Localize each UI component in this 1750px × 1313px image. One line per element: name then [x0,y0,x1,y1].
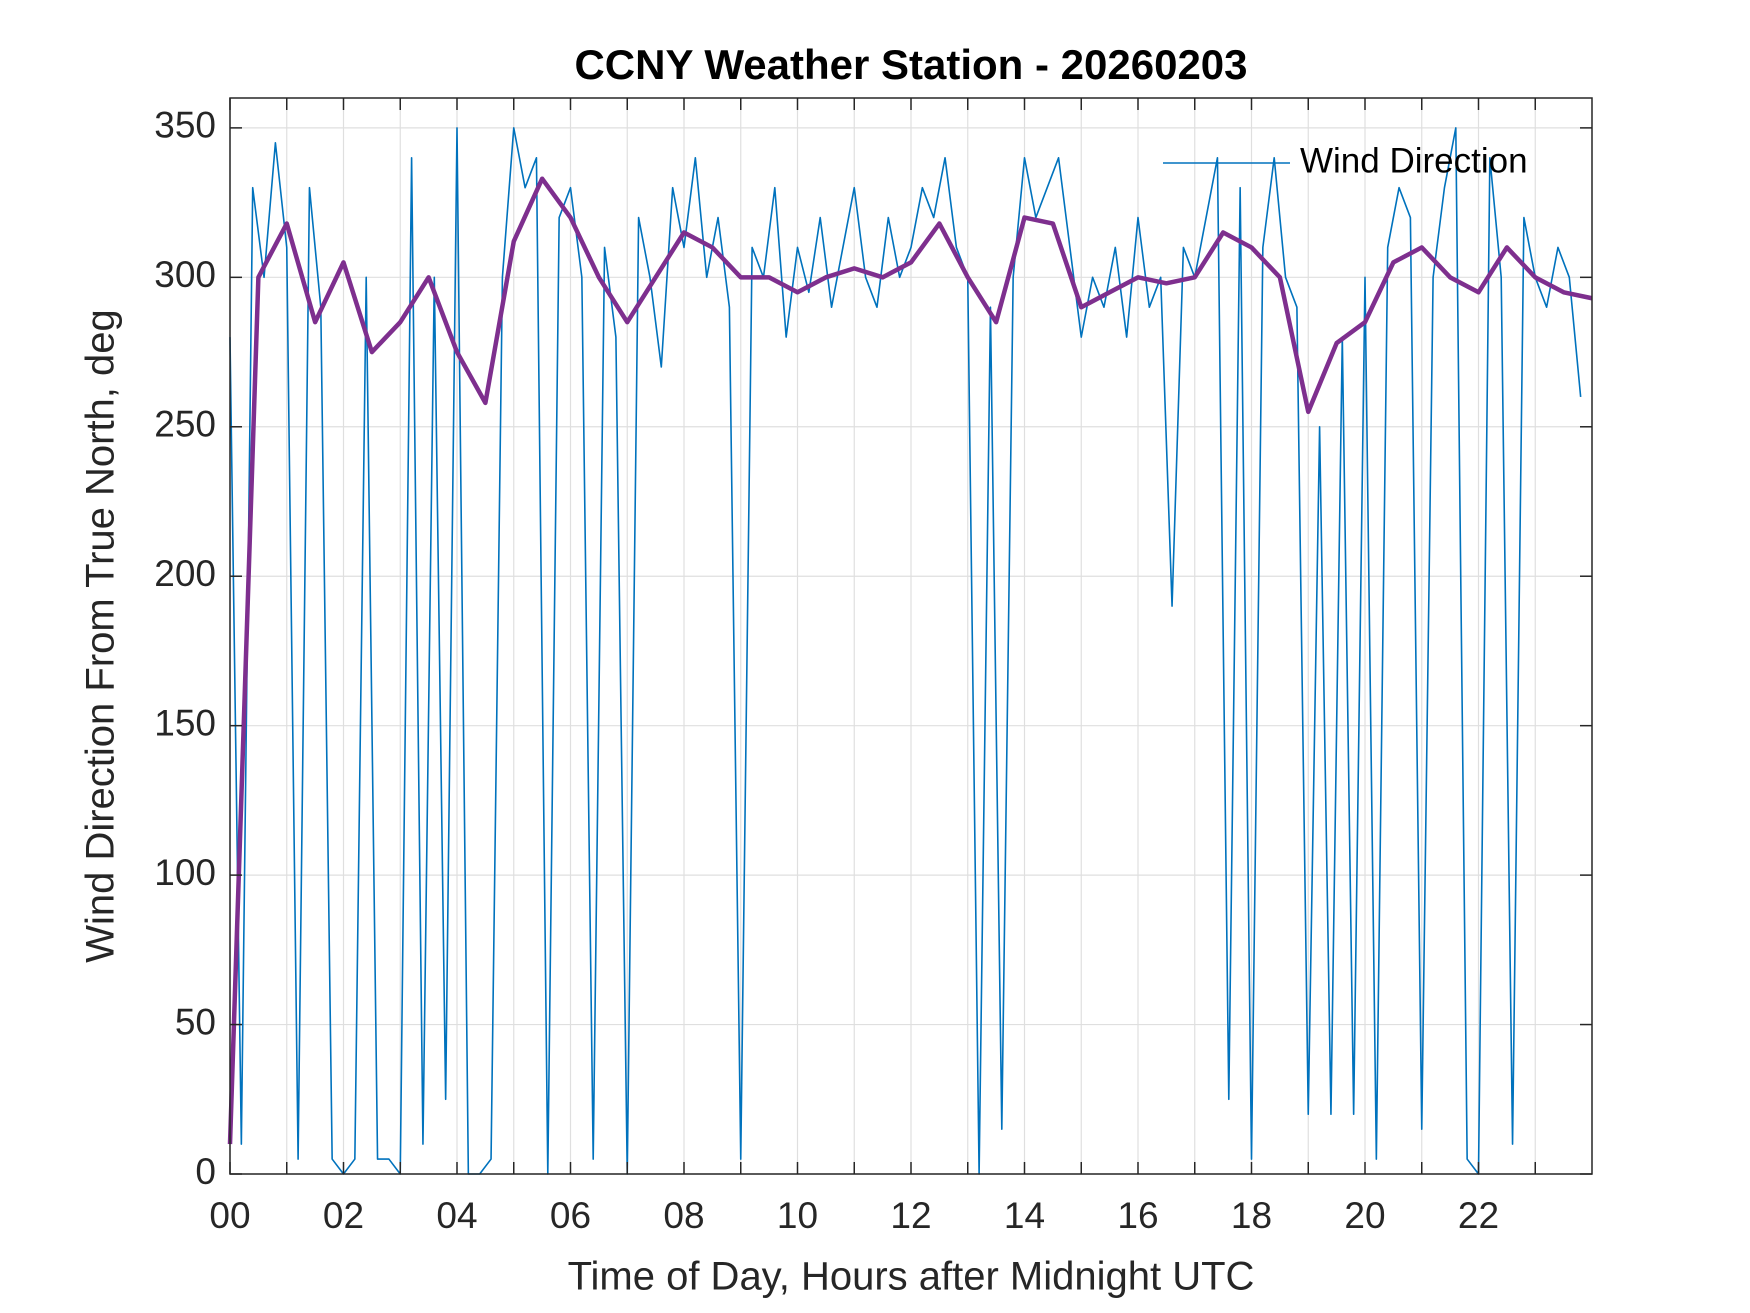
x-tick-label: 04 [436,1195,477,1236]
y-tick-label: 250 [154,404,216,445]
x-tick-label: 02 [323,1195,364,1236]
x-tick-label: 12 [890,1195,931,1236]
x-tick-label: 14 [1004,1195,1045,1236]
x-tick-label: 08 [663,1195,704,1236]
y-tick-label: 200 [154,553,216,594]
y-tick-label: 150 [154,702,216,743]
legend-label: Wind Direction [1300,141,1528,180]
y-tick-label: 100 [154,852,216,893]
x-tick-label: 16 [1117,1195,1158,1236]
data-line [227,176,1593,1145]
y-tick-label: 0 [195,1151,216,1192]
y-tick-label: 350 [154,105,216,146]
x-axis-label: Time of Day, Hours after Midnight UTC [568,1255,1255,1299]
chart-title: CCNY Weather Station - 20260203 [574,41,1247,88]
plot-area [227,98,1593,1175]
x-tick-label: 20 [1344,1195,1385,1236]
x-tick-label: 00 [209,1195,250,1236]
y-tick-label: 300 [154,254,216,295]
x-tick-label: 18 [1231,1195,1272,1236]
y-axis-label: Wind Direction From True North, deg [79,309,123,963]
x-tick-label: 10 [777,1195,818,1236]
x-tick-label: 06 [550,1195,591,1236]
y-tick-label: 50 [175,1001,216,1042]
x-tick-label: 22 [1458,1195,1499,1236]
data-line [229,127,1582,1175]
